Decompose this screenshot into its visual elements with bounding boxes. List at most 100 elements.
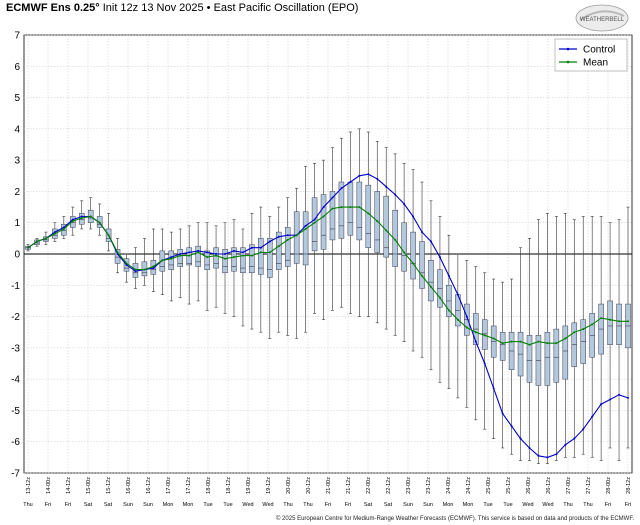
control-point	[134, 270, 137, 273]
control-point	[403, 202, 406, 205]
mean-point	[519, 340, 522, 343]
ensemble-box	[607, 300, 613, 345]
mean-point	[27, 246, 29, 249]
x-tick-label: 27-12z	[586, 477, 592, 494]
day-label: Sat	[364, 502, 373, 508]
control-point	[206, 251, 209, 254]
y-tick-label: 0	[14, 250, 20, 261]
mean-point	[188, 254, 191, 257]
control-point	[80, 215, 83, 218]
ensemble-box	[410, 231, 416, 280]
mean-point	[89, 215, 92, 218]
control-point	[474, 340, 477, 343]
ensemble-box	[177, 249, 183, 267]
mean-point	[394, 238, 397, 241]
x-tick-label: 17-00z	[166, 477, 172, 494]
control-point	[232, 249, 235, 252]
control-point	[528, 446, 531, 449]
day-label: Sun	[423, 502, 433, 508]
control-point	[313, 218, 316, 221]
x-tick-label: 24-12z	[466, 477, 472, 494]
day-label: Fri	[45, 502, 51, 508]
control-point	[241, 251, 244, 254]
x-tick-label: 13-12z	[26, 477, 32, 494]
mean-point	[546, 342, 549, 345]
control-point	[573, 437, 576, 440]
control-point	[429, 240, 432, 243]
ensemble-box	[356, 181, 363, 241]
mean-point	[107, 234, 110, 237]
control-point	[152, 267, 155, 270]
control-point	[215, 253, 218, 255]
y-tick-label: 4	[14, 124, 20, 135]
day-label: Thu	[563, 502, 572, 508]
x-tick-label: 27-00z	[566, 477, 572, 494]
y-tick-label: -3	[11, 343, 20, 354]
control-point	[483, 362, 486, 365]
control-point	[340, 187, 343, 190]
legend-label: Control	[583, 45, 615, 56]
control-point	[609, 398, 612, 401]
mean-point	[627, 320, 629, 323]
mean-point	[403, 251, 406, 254]
control-point	[170, 256, 173, 259]
day-label: Fri	[345, 502, 351, 508]
mean-point	[358, 206, 361, 209]
mean-point	[98, 221, 101, 224]
control-point	[537, 454, 540, 457]
mean-point	[349, 206, 352, 209]
y-tick-label: -7	[11, 469, 20, 480]
ensemble-box	[329, 191, 336, 241]
ensemble-box	[338, 181, 345, 239]
x-tick-label: 16-12z	[146, 477, 152, 494]
mean-point	[295, 234, 298, 237]
day-label: Sat	[84, 502, 93, 508]
ensemble-box	[258, 238, 264, 275]
control-point	[197, 249, 200, 252]
logo-text: WEATHERBELL	[580, 17, 625, 23]
control-point	[510, 425, 513, 428]
control-point	[600, 403, 603, 406]
mean-point	[528, 343, 531, 346]
mean-point	[259, 251, 262, 254]
mean-point	[232, 256, 235, 259]
control-point	[53, 231, 56, 234]
x-tick-label: 16-00z	[126, 477, 132, 494]
mean-point	[62, 227, 65, 230]
control-point	[367, 173, 370, 176]
x-tick-label: 26-12z	[546, 477, 552, 494]
mean-point	[152, 265, 155, 268]
day-label: Fri	[625, 502, 631, 508]
mean-point	[286, 238, 289, 241]
ensemble-box	[526, 335, 533, 383]
mean-point	[44, 237, 47, 240]
control-point	[322, 206, 325, 209]
ensemble-box	[419, 241, 425, 289]
axes: 7 6 5 4 3 2 1 0 -1 -2 -3 -4 -5 -6 -7 13-12z Thu 14-00z Fri…	[11, 31, 632, 509]
x-tick-label: 17-12z	[186, 477, 192, 494]
x-tick-label: 28-00z	[606, 477, 612, 494]
legend[interactable]: Control Mean	[554, 38, 628, 72]
x-tick-label: 14-00z	[46, 477, 52, 494]
mean-point	[474, 331, 477, 334]
y-tick-label: 3	[14, 156, 20, 167]
control-point	[376, 177, 379, 180]
mean-point	[564, 337, 567, 340]
control-point	[331, 196, 334, 199]
ensemble-box	[284, 227, 291, 267]
ensemble-box	[562, 325, 569, 380]
mean-point	[53, 232, 56, 235]
mean-point	[143, 268, 146, 271]
day-label: Wed	[542, 502, 553, 508]
day-label: Wed	[242, 502, 253, 508]
mean-point	[501, 342, 504, 345]
day-label: Fri	[65, 502, 71, 508]
y-tick-label: -2	[11, 312, 20, 323]
mean-point	[250, 254, 253, 257]
mean-point	[277, 245, 280, 248]
y-tick-label: -4	[11, 375, 20, 386]
mean-point	[80, 217, 83, 220]
mean-point	[412, 262, 415, 265]
mean-point	[215, 254, 218, 257]
mean-point	[438, 296, 441, 299]
